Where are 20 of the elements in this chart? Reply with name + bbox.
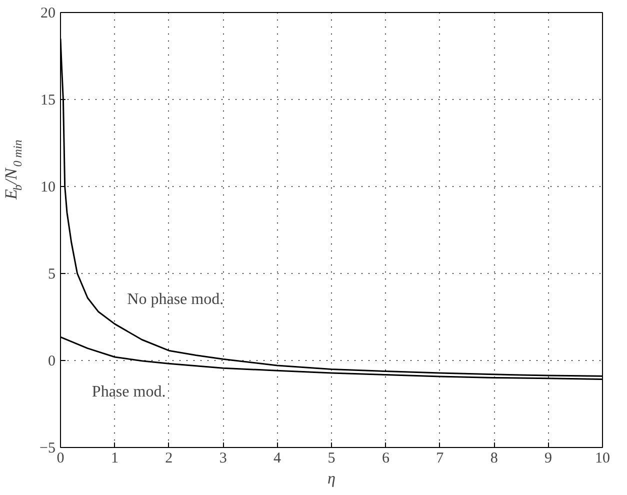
y-tick-label: −5 [40, 440, 56, 456]
annotation: Phase mod. [92, 383, 166, 400]
x-tick-label: 7 [436, 450, 444, 466]
x-tick-label: 9 [544, 450, 552, 466]
y-tick-label: 0 [48, 354, 56, 370]
y-tick-label: 10 [40, 180, 56, 196]
x-tick-label: 10 [595, 450, 610, 466]
y-tick-label: 5 [48, 266, 56, 282]
x-tick-label: 2 [165, 450, 173, 466]
x-tick-label: 3 [219, 450, 227, 466]
x-tick-label: 8 [490, 450, 498, 466]
y-tick-label: 15 [40, 92, 56, 108]
x-tick-label: 5 [328, 450, 336, 466]
y-axis-title: Eb/N0 min [2, 140, 24, 200]
x-tick-label: 1 [110, 450, 118, 466]
x-tick-label: 4 [274, 450, 282, 466]
annotation: No phase mod. [127, 291, 224, 308]
y-tick-label: 20 [40, 6, 56, 22]
x-tick-label: 6 [382, 450, 390, 466]
x-axis-title: η [328, 470, 336, 488]
